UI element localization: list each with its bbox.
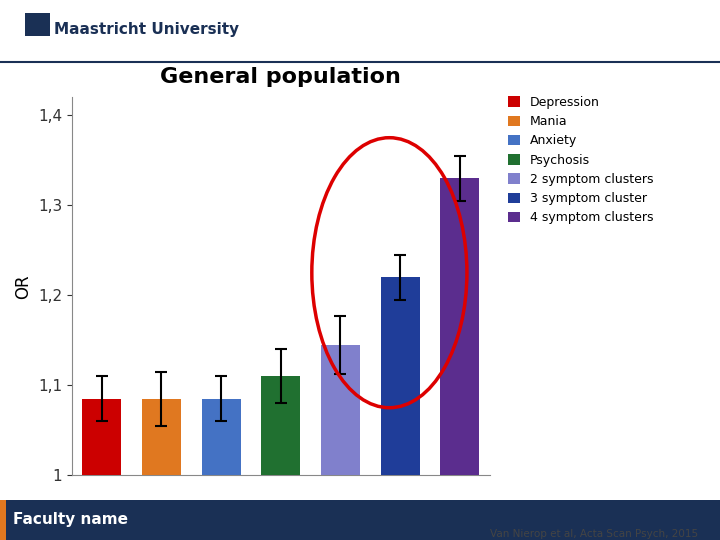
Bar: [321, 345, 360, 475]
Bar: [381, 277, 420, 475]
Text: Faculty name: Faculty name: [13, 512, 128, 527]
Bar: [82, 399, 121, 475]
Bar: [441, 178, 480, 475]
Y-axis label: OR: OR: [14, 274, 32, 299]
Bar: [142, 399, 181, 475]
Text: Van Nierop et al, Acta Scan Psych, 2015: Van Nierop et al, Acta Scan Psych, 2015: [490, 529, 698, 539]
Bar: [202, 399, 240, 475]
Polygon shape: [25, 13, 50, 36]
Legend: Depression, Mania, Anxiety, Psychosis, 2 symptom clusters, 3 symptom cluster, 4 : Depression, Mania, Anxiety, Psychosis, 2…: [508, 96, 653, 225]
Title: General population: General population: [161, 68, 401, 87]
Bar: [0, 500, 6, 540]
Text: Maastricht University: Maastricht University: [54, 22, 239, 37]
Bar: [261, 376, 300, 475]
